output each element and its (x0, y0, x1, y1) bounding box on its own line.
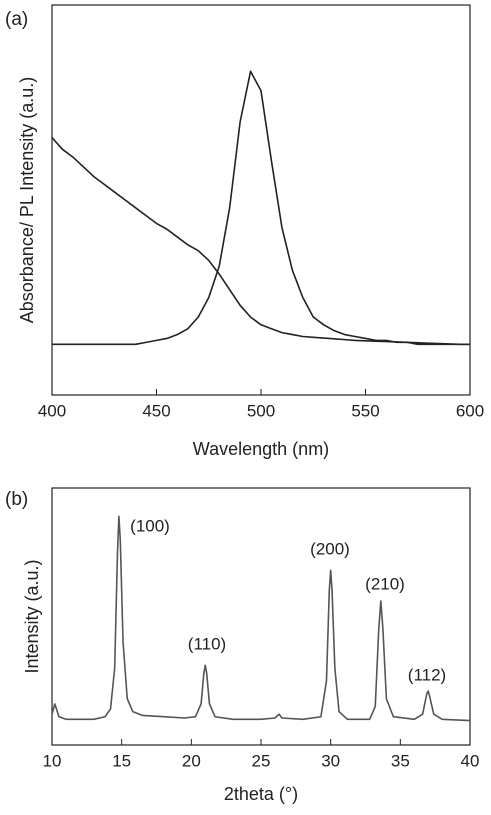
peak-annotation: (110) (188, 634, 226, 653)
y-axis-label: Absorbance/ PL Intensity (a.u.) (17, 77, 37, 323)
plot-frame (51, 4, 471, 396)
data-line (51, 515, 471, 722)
data-line (52, 70, 470, 346)
panel-label: (a) (5, 9, 28, 30)
plot-frame (51, 487, 471, 746)
x-tick-label: 25 (252, 751, 271, 770)
x-tick-label: 30 (321, 751, 340, 770)
x-tick-label: 450 (142, 401, 170, 420)
peak-annotation: (200) (310, 539, 350, 558)
peak-annotation: (112) (408, 665, 446, 684)
x-axis-label: 2theta (°) (224, 784, 298, 804)
x-tick-label: 500 (247, 401, 275, 420)
x-tick-label: 600 (456, 401, 484, 420)
x-tick-label: 15 (112, 751, 131, 770)
peak-annotation: (210) (365, 574, 405, 593)
panel-label: (b) (5, 489, 28, 510)
x-tick-label: 10 (43, 751, 62, 770)
x-tick-label: 40 (461, 751, 480, 770)
x-tick-label: 400 (38, 401, 66, 420)
data-line (51, 137, 470, 346)
x-tick-label: 35 (391, 751, 410, 770)
x-tick-label: 20 (182, 751, 201, 770)
y-axis-label: Intensity (a.u.) (22, 559, 42, 673)
x-axis-label: Wavelength (nm) (193, 439, 329, 459)
x-tick-label: 550 (351, 401, 379, 420)
peak-annotation: (100) (130, 516, 170, 535)
